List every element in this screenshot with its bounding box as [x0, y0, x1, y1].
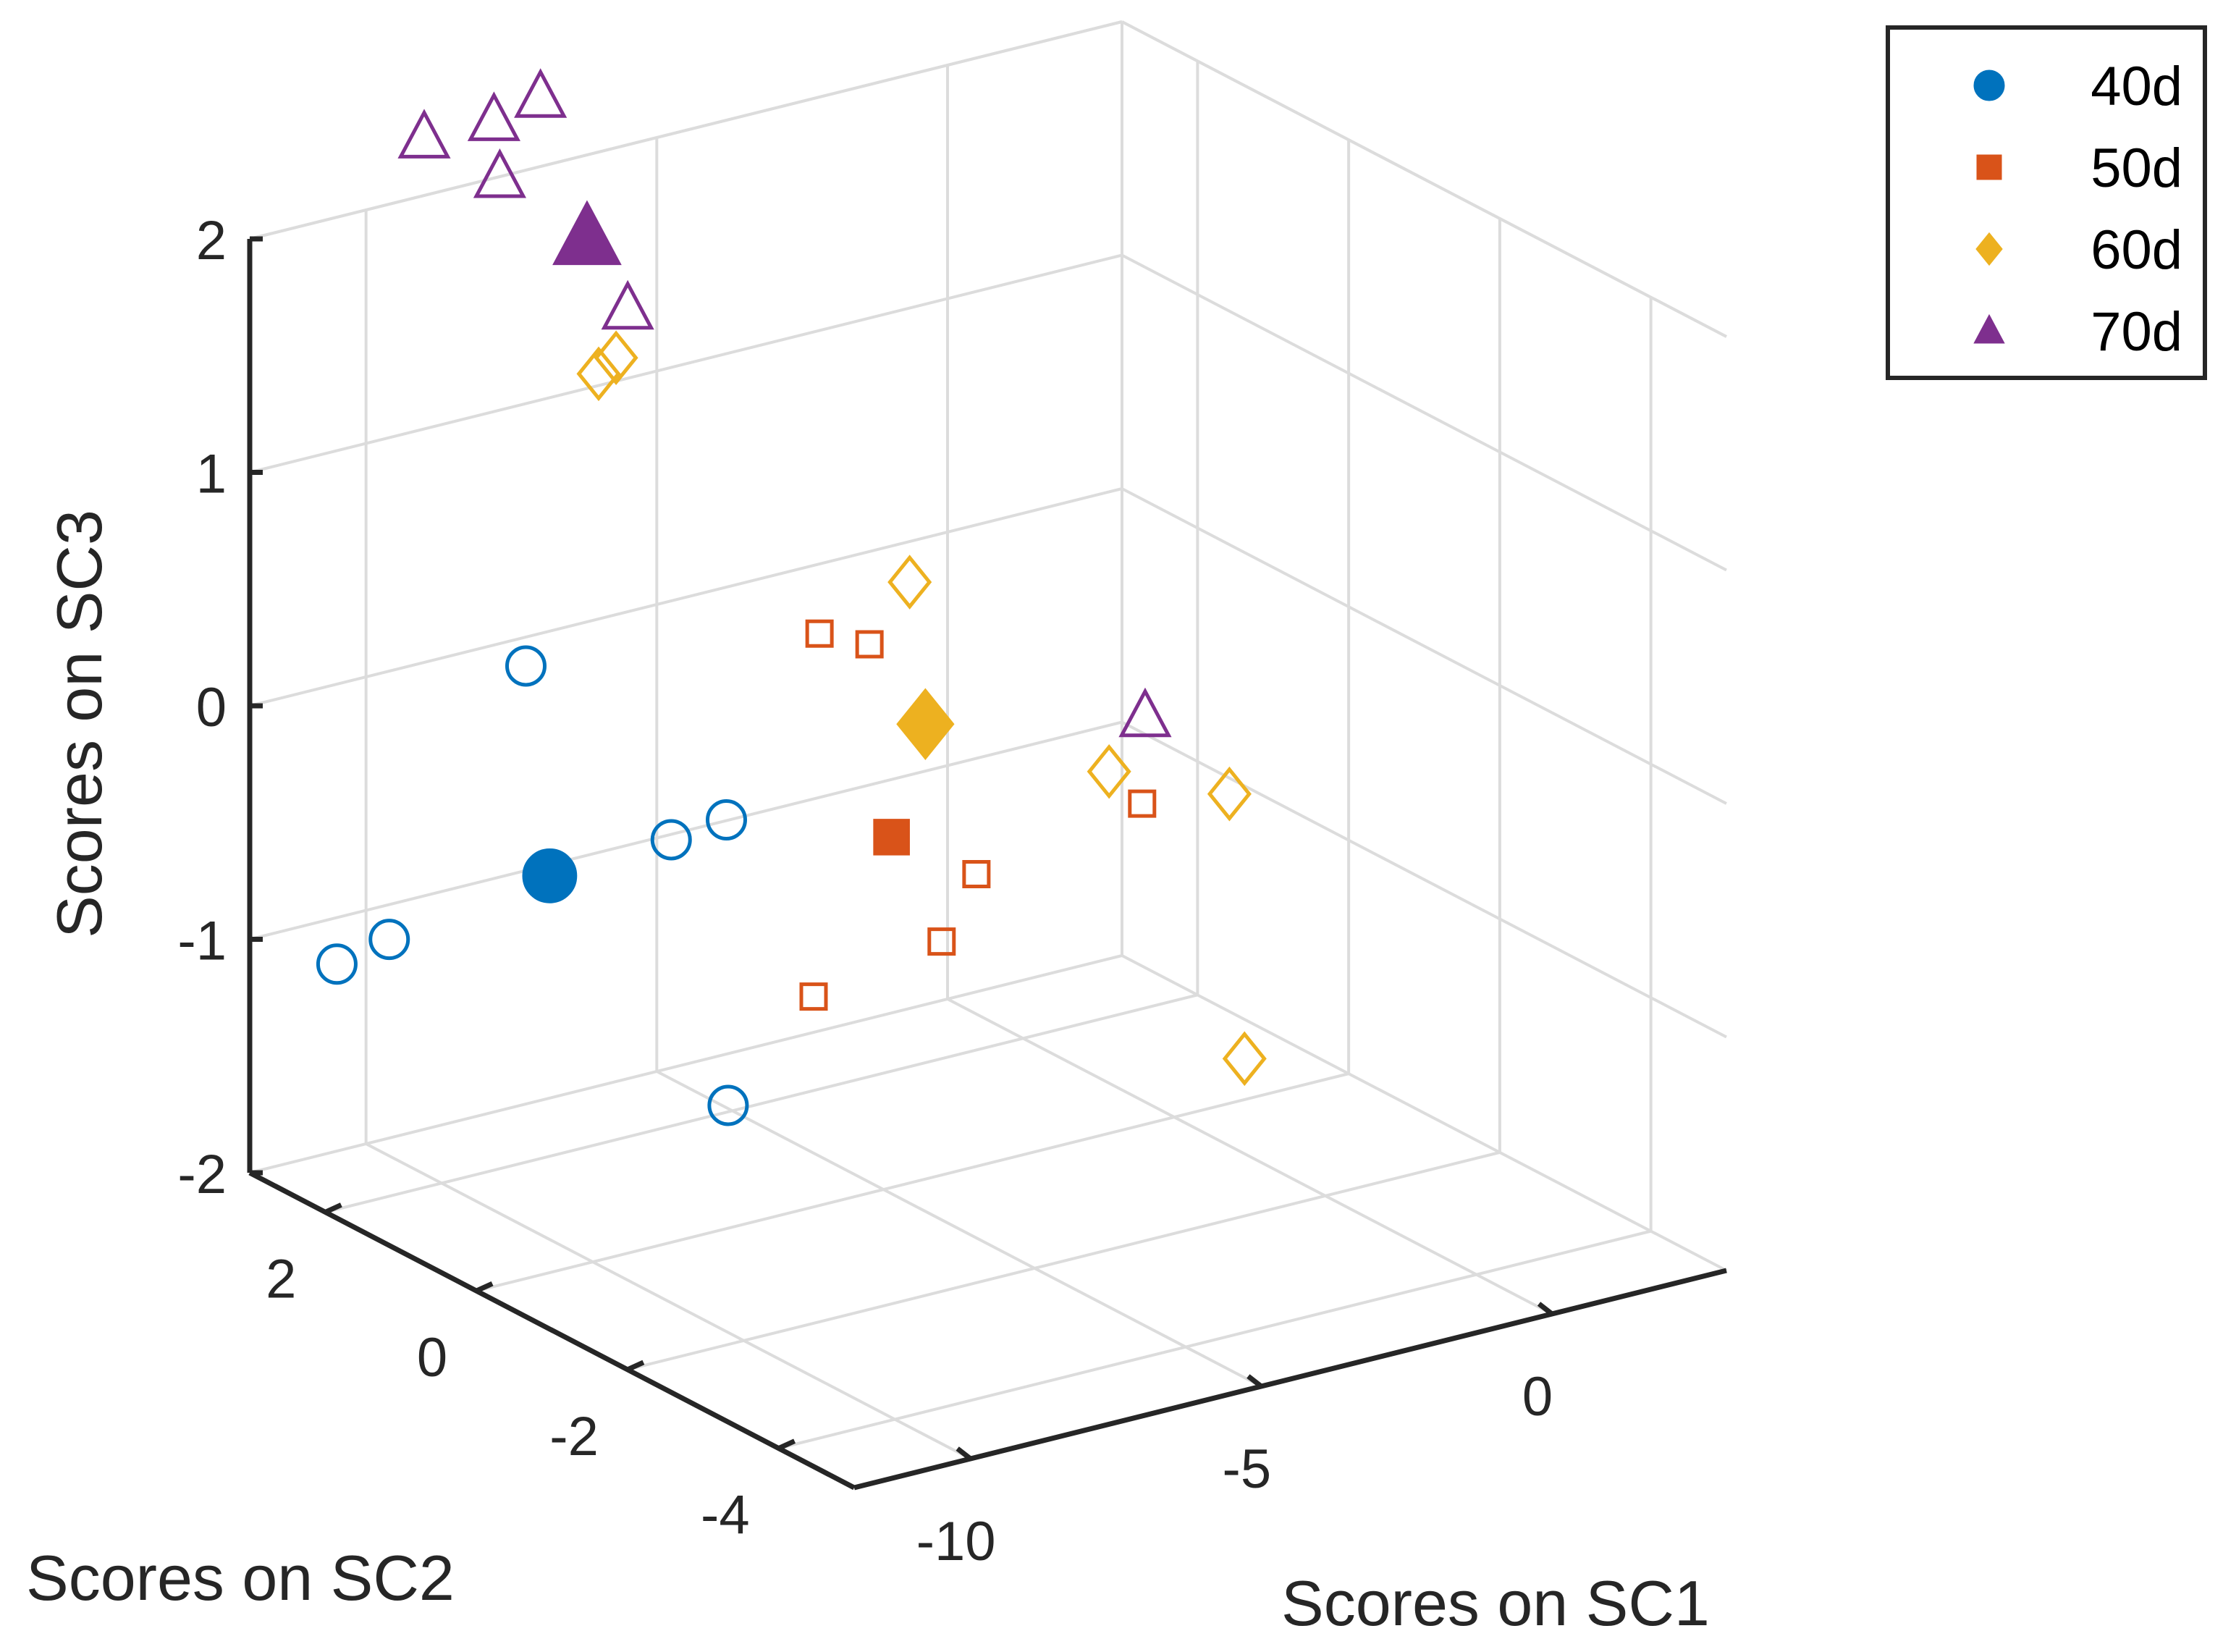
point-40d	[505, 645, 547, 687]
legend-marker-40d	[1973, 69, 2005, 101]
y-tick-mark	[626, 1360, 645, 1373]
grid-lines	[249, 20, 1727, 1460]
tick-labels: 2 1 0 -1 -2 2 0 -2 -4 -10 -5 0	[177, 210, 1553, 1572]
gridline-x	[656, 1070, 1262, 1388]
point-70d	[397, 109, 451, 159]
point-50d	[962, 860, 991, 888]
center-60d	[896, 688, 955, 760]
point-40d	[368, 919, 410, 961]
point-60d	[1087, 743, 1131, 799]
gridline-y	[778, 1229, 1652, 1450]
x-tick-label: -5	[1223, 1438, 1272, 1500]
point-70d	[467, 91, 520, 141]
z-tick-label: 2	[196, 210, 227, 271]
point-70d	[1118, 687, 1172, 738]
z-tick-label: 0	[196, 677, 227, 738]
x-axis-line	[853, 1268, 1727, 1491]
gridline-y	[476, 1072, 1349, 1293]
point-60d	[887, 555, 932, 610]
legend-label-70d: 70d	[2091, 301, 2182, 363]
z-tick-label: -2	[177, 1144, 227, 1205]
center-40d	[522, 848, 578, 903]
y-tick-mark	[475, 1281, 494, 1294]
point-70d	[473, 148, 526, 198]
point-40d	[316, 943, 358, 985]
axes	[247, 236, 1727, 1491]
point-50d	[855, 630, 884, 659]
legend-marker-60d	[1975, 232, 2003, 266]
x-tick-label: 0	[1522, 1366, 1553, 1428]
point-50d	[805, 619, 834, 648]
x-tick-label: -10	[916, 1511, 996, 1572]
gridline-x	[947, 998, 1553, 1315]
gridline-z	[249, 253, 1123, 474]
x-tick-mark	[1537, 1302, 1554, 1316]
gridline-z	[1121, 954, 1727, 1272]
box-edge	[1121, 20, 1727, 338]
point-50d	[927, 927, 956, 956]
y-tick-label: -4	[701, 1485, 750, 1546]
legend-box	[1886, 25, 2207, 380]
point-40d	[707, 1084, 749, 1126]
y-tick-label: 0	[417, 1327, 447, 1388]
y-axis-line	[248, 1170, 856, 1491]
x-axis-label: Scores on SC1	[1281, 1567, 1710, 1639]
gridline-z	[249, 487, 1123, 707]
legend-marker-50d	[1976, 154, 2002, 180]
x-tick-mark	[956, 1446, 972, 1461]
legend-marker-70d	[1973, 313, 2005, 344]
gridline-y	[627, 1150, 1501, 1371]
box-edge	[249, 20, 1123, 240]
z-axis-label: Scores on SC3	[43, 510, 115, 938]
center-50d	[873, 819, 910, 856]
gridline-z	[1121, 720, 1727, 1039]
x-tick-mark	[1247, 1374, 1263, 1388]
z-tick-label: 1	[196, 444, 227, 505]
y-tick-label: 2	[266, 1248, 296, 1310]
legend-label-40d: 40d	[2091, 56, 2182, 117]
y-axis-label: Scores on SC2	[26, 1542, 455, 1614]
gridline-z	[1121, 487, 1727, 805]
y-tick-label: -2	[549, 1406, 599, 1467]
point-40d	[650, 819, 692, 861]
legend-label-60d: 60d	[2091, 219, 2182, 281]
point-60d	[576, 346, 621, 402]
point-60d	[594, 330, 638, 386]
gridline-x	[365, 1142, 971, 1460]
y-tick-mark	[777, 1438, 796, 1451]
point-70d	[514, 68, 568, 118]
legend: 40d 50d 60d 70d	[1886, 25, 2207, 380]
point-70d	[601, 279, 654, 330]
point-40d	[706, 799, 747, 840]
center-70d	[552, 200, 622, 266]
y-tick-mark	[324, 1202, 342, 1215]
point-60d	[1207, 766, 1252, 822]
gridline-y	[324, 993, 1198, 1214]
point-50d	[1128, 789, 1157, 818]
gridline-z	[1121, 253, 1727, 572]
z-tick-label: -1	[177, 911, 227, 972]
point-50d	[799, 982, 828, 1011]
gridline-z	[249, 954, 1123, 1174]
point-60d	[1222, 1031, 1267, 1087]
data-points	[316, 68, 1267, 1126]
legend-label-50d: 50d	[2091, 138, 2182, 199]
